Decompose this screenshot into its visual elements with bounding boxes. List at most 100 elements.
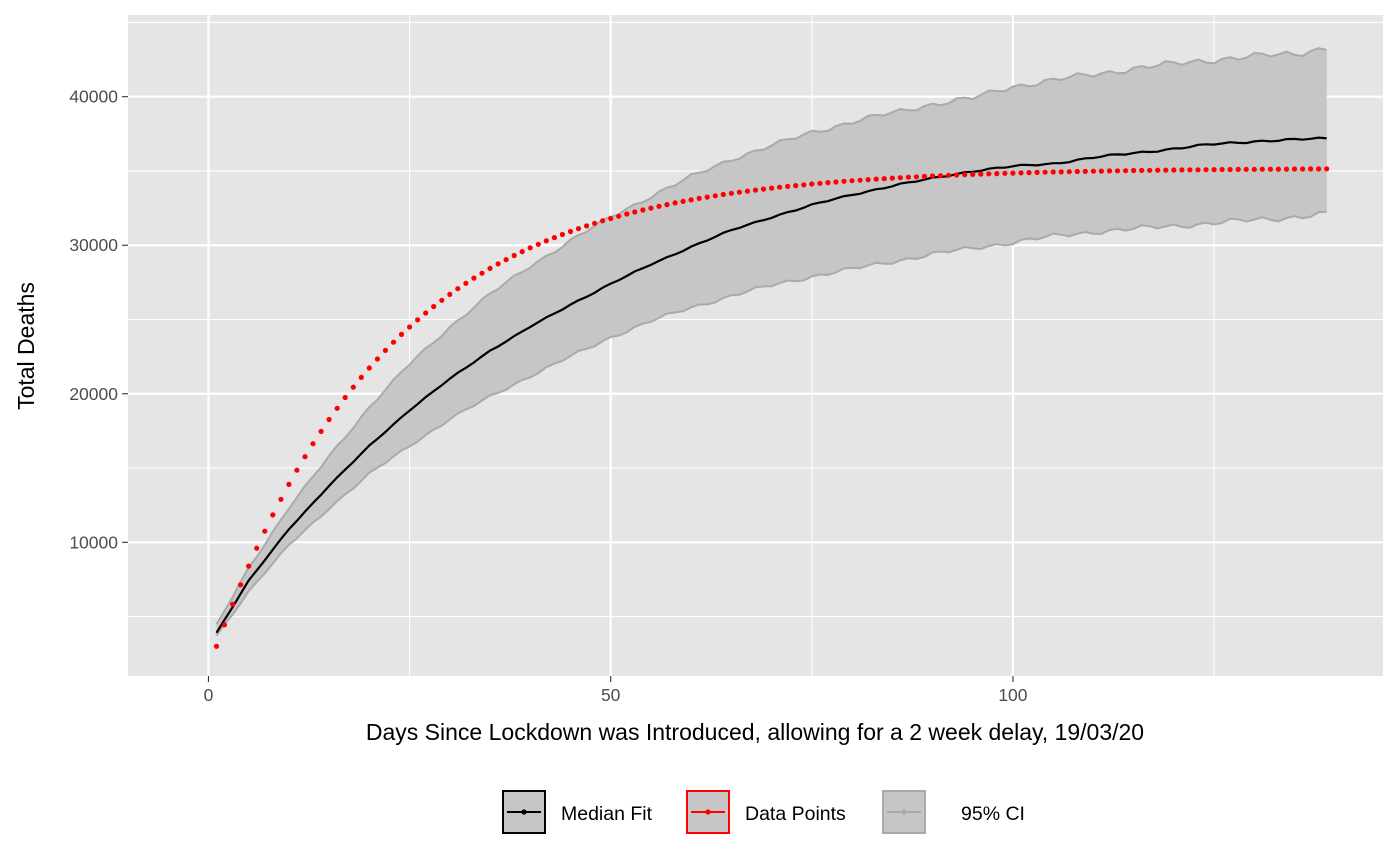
data-point: [407, 324, 413, 330]
data-point: [254, 545, 260, 551]
data-point: [463, 280, 469, 286]
data-point: [1195, 167, 1201, 173]
data-point: [230, 601, 236, 607]
data-point: [937, 173, 944, 179]
data-point: [1074, 168, 1080, 175]
data-point: [1267, 166, 1273, 172]
y-tick-label: 10000: [69, 532, 118, 552]
y-tick-label: 30000: [69, 235, 118, 255]
data-point: [238, 582, 244, 588]
legend-label: Median Fit: [561, 803, 653, 825]
data-point: [1082, 168, 1088, 174]
data-point: [728, 190, 735, 196]
data-point: [366, 365, 372, 371]
data-point: [495, 261, 501, 267]
legend: Median Fit Data Points 95% CI: [502, 790, 1025, 834]
data-point: [760, 186, 767, 192]
data-point: [640, 207, 646, 213]
data-point: [358, 374, 364, 380]
x-tick-label: 0: [204, 685, 214, 705]
data-point: [881, 176, 887, 182]
data-point: [736, 189, 743, 195]
data-point: [769, 185, 775, 191]
data-point: [584, 223, 590, 229]
data-point: [1147, 167, 1153, 173]
data-point: [632, 209, 638, 215]
data-point: [455, 286, 461, 292]
data-point: [471, 275, 477, 281]
data-point: [535, 241, 541, 247]
data-point: [1316, 166, 1322, 172]
data-point: [326, 416, 332, 423]
legend-key-point: [705, 809, 711, 815]
data-point: [648, 205, 654, 211]
data-point: [1251, 166, 1257, 172]
data-point: [374, 356, 380, 362]
data-point: [752, 187, 759, 193]
data-point: [342, 394, 348, 401]
data-point: [1018, 170, 1024, 176]
data-point: [503, 257, 509, 263]
legend-label: Data Points: [745, 803, 846, 825]
data-point: [1058, 169, 1064, 175]
data-points: [213, 166, 1330, 649]
data-point: [962, 172, 968, 178]
data-point: [608, 215, 614, 222]
data-point: [793, 183, 799, 189]
data-point: [1026, 170, 1032, 176]
data-point: [447, 291, 453, 297]
data-point: [286, 481, 292, 487]
data-point: [1211, 167, 1217, 173]
data-point: [696, 195, 702, 201]
data-point: [817, 180, 823, 186]
data-point: [1066, 169, 1072, 175]
data-point: [1308, 166, 1314, 172]
data-point: [398, 331, 405, 337]
data-point: [1034, 169, 1040, 175]
data-point: [913, 174, 920, 180]
data-point: [929, 173, 936, 179]
data-point: [1002, 170, 1008, 176]
data-point: [1283, 166, 1290, 172]
data-point: [382, 347, 388, 353]
data-point: [1300, 166, 1306, 172]
data-point: [1275, 166, 1281, 172]
data-point: [1139, 167, 1145, 173]
data-point: [334, 405, 340, 411]
data-point: [487, 265, 493, 271]
legend-item: Median Fit: [502, 790, 653, 834]
ci-upper-line: [215, 47, 1327, 625]
data-point: [986, 171, 992, 177]
data-point: [246, 563, 252, 569]
legend-key-point: [521, 809, 527, 815]
data-point: [1243, 166, 1249, 172]
data-point: [921, 173, 928, 179]
data-point: [1227, 166, 1233, 173]
data-point: [262, 528, 268, 534]
data-point: [1235, 166, 1241, 172]
data-point: [1291, 166, 1298, 172]
data-point: [833, 179, 839, 185]
data-point: [350, 384, 356, 390]
x-axis-label: Days Since Lockdown was Introduced, allo…: [366, 719, 1144, 745]
data-point: [592, 220, 598, 226]
data-point: [688, 197, 694, 203]
x-axis-ticks: 0 50 100: [204, 676, 1028, 705]
data-point: [543, 238, 549, 244]
data-point: [1171, 167, 1177, 173]
data-point: [946, 172, 952, 178]
data-point: [270, 512, 276, 518]
legend-item: 95% CI: [882, 790, 1025, 834]
data-point: [551, 235, 558, 241]
data-point: [1219, 166, 1225, 173]
data-point: [672, 200, 678, 206]
data-point: [656, 203, 662, 209]
data-point: [221, 622, 228, 628]
data-point: [809, 181, 815, 187]
data-point: [213, 643, 220, 649]
data-point: [849, 178, 855, 184]
data-point: [889, 175, 895, 181]
data-point: [559, 231, 566, 238]
data-point: [294, 467, 300, 473]
